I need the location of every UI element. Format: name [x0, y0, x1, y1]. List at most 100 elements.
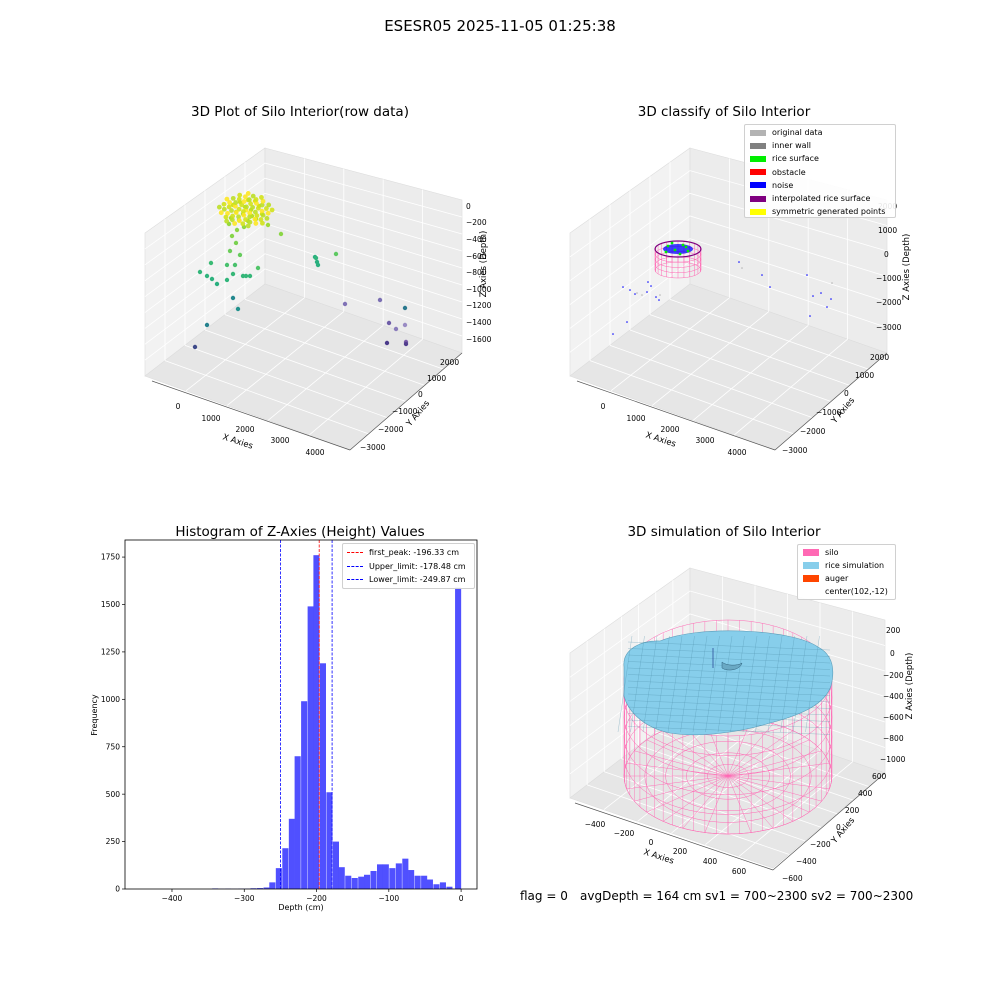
simulation-z-ticks: 200 0 −200 −400 −600 −800 −1000 [880, 626, 906, 764]
legend-label: interpolated rice surface [772, 194, 871, 204]
raw-point [242, 194, 248, 200]
raw-point [247, 210, 253, 216]
classify-z-tick: 0 [884, 250, 889, 259]
legend-entry: auger [803, 572, 848, 585]
figure-title: ESESR05 2025-11-05 01:25:38 [384, 17, 616, 35]
raw-point [230, 295, 236, 301]
rice-mesh-line [755, 635, 770, 733]
legend-label: obstacle [772, 167, 806, 177]
legend-swatch [750, 169, 766, 176]
legend-swatch [803, 588, 819, 595]
histogram-bar [351, 877, 358, 889]
interpolated-rice-surface [654, 240, 702, 258]
rice-mesh-line [627, 680, 831, 690]
gridline [224, 314, 425, 386]
histogram-y-tick-label: 1750 [101, 553, 120, 562]
original-data-point [831, 282, 833, 284]
raw-point [247, 273, 253, 279]
histogram-y-tick-label: 250 [106, 837, 121, 846]
histogram-bar [275, 868, 282, 889]
silo-floor-spoke [682, 775, 729, 829]
noise-point [629, 289, 631, 291]
simulation-y-tick: 600 [872, 772, 887, 781]
legend-entry: center(102,-12) [803, 585, 888, 598]
legend-entry: obstacle [750, 166, 806, 179]
raw-panel-title: 3D Plot of Silo Interior(row data) [191, 104, 409, 120]
legend-entry: silo [803, 546, 839, 559]
legend-swatch [750, 129, 766, 136]
rice-mesh-line [627, 700, 831, 709]
gridline [609, 344, 813, 419]
raw-point [250, 193, 256, 199]
raw-point [384, 340, 390, 346]
raw-point [240, 221, 246, 227]
noise-point [806, 274, 808, 276]
legend-swatch [803, 562, 819, 569]
raw-point [234, 227, 240, 233]
raw-point [244, 204, 249, 210]
rice-mesh-line [642, 635, 658, 733]
legend-label: inner wall [772, 141, 812, 151]
classify-3d-plot: 0 1000 2000 3000 4000 X Axies 2000 1000 … [569, 147, 912, 457]
simulation-z-label: Z Axies (Depth) [905, 653, 915, 720]
raw-gridlines [144, 158, 463, 436]
raw-point [255, 205, 261, 211]
classify-z-tick: 1000 [878, 226, 897, 235]
legend-swatch [803, 575, 819, 582]
raw-point [250, 204, 256, 210]
histogram-bar [370, 870, 377, 889]
raw-point [236, 214, 241, 220]
raw-point [239, 202, 245, 208]
raw-z-tick: −1600 [466, 335, 492, 344]
classify-x-tick: 1000 [626, 414, 645, 423]
raw-point [235, 306, 241, 312]
simulation-y-label: Y Axies [829, 815, 857, 846]
simulation-3d-plot: −400 −200 0 200 400 600 X Axies 600 400 … [569, 567, 915, 883]
gridline [638, 745, 838, 815]
silo-floor-spoke [727, 775, 830, 790]
histogram-x-tick-label: −200 [306, 894, 327, 903]
simulation-legend: silo rice simulation auger center(102,-12) [797, 544, 896, 600]
simulation-y-tick: 200 [845, 806, 860, 815]
histogram-bar [382, 864, 389, 889]
histogram-bar [358, 876, 365, 889]
gridline [705, 750, 821, 845]
legend-entry: rice surface [750, 152, 819, 165]
raw-point [209, 276, 215, 282]
raw-point [233, 200, 239, 205]
raw-point [229, 217, 235, 223]
legend-entry: rice simulation [803, 559, 884, 572]
raw-point [252, 216, 258, 222]
raw-point [243, 217, 248, 222]
histogram-bar [408, 870, 415, 889]
histogram-y-tick-label: 1000 [101, 695, 120, 704]
histogram-frame [124, 539, 478, 890]
classify-y-tick: 0 [844, 389, 849, 398]
raw-point [214, 281, 220, 287]
raw-point [237, 252, 243, 258]
raw-point [255, 265, 261, 271]
simulation-z-tick: −200 [883, 671, 904, 680]
noise-point [809, 315, 811, 317]
histogram-y-label: Frequency [90, 694, 99, 736]
simulation-rice-surface [617, 630, 834, 736]
silo-floor-spoke [646, 739, 729, 777]
raw-point [253, 221, 259, 226]
classify-y-tick: 2000 [870, 353, 889, 362]
histogram-plot-area [125, 540, 477, 889]
classify-z-tick: −3000 [876, 323, 902, 332]
raw-point [254, 200, 259, 206]
classify-y-tick: −1000 [816, 408, 842, 417]
histogram-y-tick-label: 500 [106, 790, 121, 799]
raw-point [232, 262, 238, 268]
noise-point [812, 295, 814, 297]
simulation-panel-title: 3D simulation of Silo Interior [627, 524, 821, 540]
histogram-y-tick-label: 1250 [101, 648, 120, 657]
histogram-bar [402, 858, 409, 889]
histogram-legend-entry: Upper_limit: -178.48 cm [347, 560, 466, 573]
rice-mesh-line [680, 635, 695, 733]
histogram-bar [389, 868, 396, 889]
raw-y-tick: 1000 [427, 374, 446, 383]
silo-floor-spoke [727, 762, 830, 777]
raw-point [245, 191, 251, 196]
